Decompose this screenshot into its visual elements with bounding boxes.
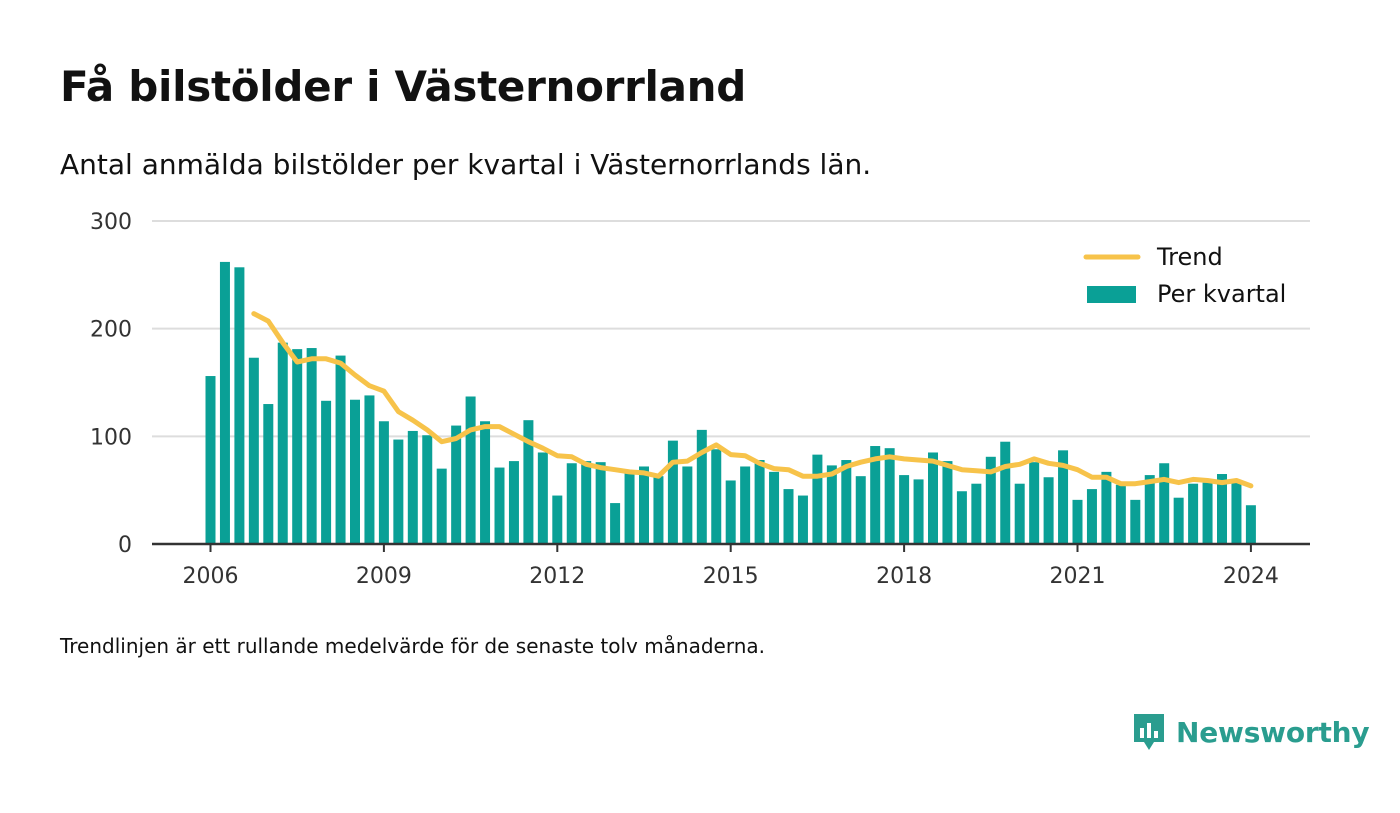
bar — [292, 349, 303, 544]
bar — [378, 421, 389, 544]
bar — [248, 357, 259, 544]
y-tick-label: 200 — [90, 318, 132, 343]
bar — [1043, 477, 1054, 544]
x-tick-label: 2012 — [529, 564, 585, 589]
bar — [754, 460, 765, 544]
bar — [769, 471, 780, 544]
bar — [942, 461, 953, 544]
bar — [1144, 475, 1155, 544]
bar — [277, 342, 288, 544]
bar — [537, 452, 548, 544]
bar — [1188, 483, 1199, 544]
footnote: Trendlinjen är ett rullande medelvärde f… — [60, 634, 766, 658]
legend: Trend Per kvartal — [1083, 243, 1286, 308]
bar — [480, 421, 491, 544]
chart-title: Få bilstölder i Västernorrland — [60, 62, 746, 111]
bar — [812, 454, 823, 544]
bar — [1000, 441, 1011, 544]
bar — [884, 448, 895, 544]
bar — [1245, 505, 1256, 544]
bar — [653, 476, 664, 544]
bar — [1101, 471, 1112, 544]
bar — [1115, 484, 1126, 544]
bar-chart: 0 100 200 300 2006 2009 2012 2015 2018 2021 2024 T… — [90, 210, 1310, 589]
bar — [552, 495, 563, 544]
trend-line — [251, 311, 1254, 489]
bar-series — [205, 261, 1256, 544]
bar — [508, 461, 519, 544]
bar — [1231, 480, 1242, 544]
brand-logo: Newsworthy — [1132, 712, 1370, 752]
chart-subtitle: Antal anmälda bilstölder per kvartal i V… — [60, 148, 872, 181]
newsworthy-logo-icon — [1134, 714, 1164, 750]
bar — [566, 463, 577, 544]
y-tick-label: 0 — [118, 533, 132, 558]
bar — [451, 425, 462, 544]
legend-bar-swatch — [1087, 286, 1136, 303]
bar — [913, 479, 924, 544]
y-tick-label: 300 — [90, 210, 132, 235]
bar — [971, 483, 982, 544]
bar — [1130, 499, 1141, 544]
bar — [667, 440, 678, 544]
bar — [364, 395, 375, 544]
bar — [1217, 474, 1227, 544]
bar — [1058, 450, 1069, 544]
bar — [465, 396, 476, 544]
bar — [985, 456, 996, 544]
bar — [899, 475, 910, 544]
bar — [494, 467, 505, 544]
x-tick-label: 2018 — [876, 564, 932, 589]
brand-name: Newsworthy — [1176, 715, 1370, 749]
bar — [321, 400, 332, 544]
bar — [393, 439, 404, 544]
x-tick-label: 2021 — [1050, 564, 1106, 589]
bar — [1072, 499, 1083, 544]
bar — [1202, 482, 1213, 544]
bar — [523, 420, 534, 544]
bar — [1029, 462, 1040, 544]
x-tick-label: 2024 — [1223, 564, 1279, 589]
bar — [1086, 489, 1097, 544]
axes: 0 100 200 300 2006 2009 2012 2015 2018 2021 2024 — [90, 210, 1310, 589]
bar — [610, 503, 621, 544]
bar — [595, 462, 606, 544]
bar — [740, 466, 751, 544]
bar — [205, 376, 216, 544]
bar — [436, 468, 447, 544]
bar — [263, 404, 274, 544]
bar — [870, 446, 881, 544]
bar — [797, 495, 808, 544]
bar — [335, 355, 346, 544]
bar — [1159, 463, 1170, 544]
bar — [928, 452, 938, 544]
bar — [696, 429, 707, 544]
bar — [682, 466, 693, 544]
bar — [841, 460, 852, 544]
trend-series — [251, 311, 1254, 489]
bar — [350, 399, 360, 544]
bar — [1173, 497, 1184, 544]
bar — [422, 435, 433, 544]
legend-trend-label: Trend — [1156, 243, 1223, 271]
bar — [219, 261, 230, 544]
bar — [581, 461, 592, 544]
bar — [783, 489, 794, 544]
bar — [639, 466, 649, 544]
bar — [306, 348, 317, 544]
y-tick-label: 100 — [90, 425, 132, 450]
bar — [407, 430, 418, 544]
bar — [725, 480, 736, 544]
bar — [826, 465, 837, 544]
bar — [956, 491, 967, 544]
bar — [711, 449, 722, 544]
x-tick-label: 2006 — [183, 564, 239, 589]
bar — [624, 472, 635, 544]
x-tick-label: 2015 — [703, 564, 759, 589]
bar — [234, 267, 245, 544]
bar — [1014, 483, 1025, 544]
legend-bar-label: Per kvartal — [1157, 280, 1286, 308]
x-tick-label: 2009 — [356, 564, 412, 589]
bar — [855, 476, 866, 544]
